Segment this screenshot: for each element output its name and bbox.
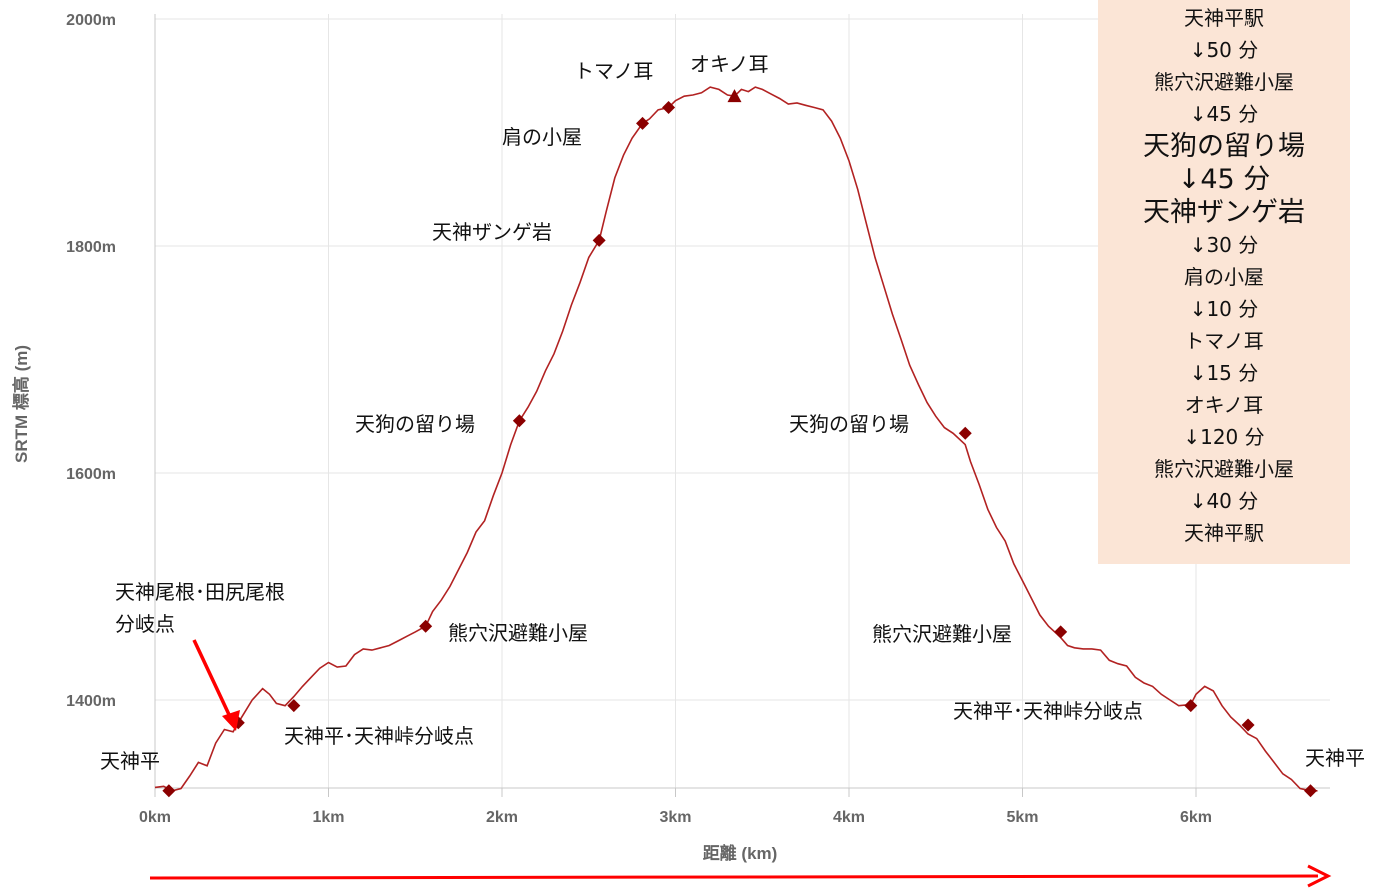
waypoint-label: 天神平･天神峠分岐点 bbox=[953, 699, 1143, 723]
waypoint-diamond-marker bbox=[1184, 699, 1198, 713]
waypoint-diamond-marker bbox=[662, 101, 676, 115]
waypoint-label: 天狗の留り場 bbox=[789, 412, 909, 436]
direction-arrow bbox=[149, 874, 1319, 880]
schedule-line: 天神ザンゲ岩 bbox=[1143, 197, 1305, 228]
waypoint-label: 肩の小屋 bbox=[502, 125, 582, 149]
waypoint-diamond-marker bbox=[1241, 718, 1255, 732]
waypoint-label: トマノ耳 bbox=[574, 59, 653, 83]
annotation-arrows bbox=[149, 639, 1332, 888]
y-axis-title: SRTM 標高 (m) bbox=[11, 345, 31, 463]
waypoint-label-line: 天神尾根･田尻尾根 bbox=[115, 580, 285, 604]
x-tick-label: 6km bbox=[1180, 809, 1212, 826]
route-time-schedule: 天神平駅 ↓50 分熊穴沢避難小屋 ↓45 分天狗の留り場 ↓45 分天神ザンゲ岩 ↓3… bbox=[1098, 0, 1350, 564]
waypoint-label-line: 分岐点 bbox=[115, 612, 175, 636]
schedule-line: ↓45 分 bbox=[1177, 164, 1271, 195]
schedule-line: 天狗の留り場 bbox=[1143, 131, 1305, 162]
schedule-line: 天神平駅 bbox=[1184, 6, 1264, 30]
waypoint-label: 天神平･天神峠分岐点 bbox=[284, 724, 474, 748]
y-tick-label: 2000m bbox=[66, 12, 116, 29]
x-tick-label: 2km bbox=[486, 809, 518, 826]
schedule-line: 肩の小屋 bbox=[1184, 265, 1264, 289]
waypoint-label: 天神ザンゲ岩 bbox=[432, 220, 552, 244]
x-tick-label: 5km bbox=[1006, 809, 1038, 826]
waypoint-diamond-marker bbox=[162, 784, 176, 798]
schedule-line: 天神平駅 bbox=[1184, 521, 1264, 545]
waypoint-diamond-marker bbox=[512, 414, 526, 428]
x-tick-label: 3km bbox=[659, 809, 691, 826]
waypoint-diamond-marker bbox=[958, 426, 972, 440]
schedule-line: ↓30 分 bbox=[1189, 233, 1259, 257]
elevation-profile-line bbox=[154, 86, 1318, 792]
waypoint-diamond-marker bbox=[287, 699, 301, 713]
schedule-line: ↓45 分 bbox=[1189, 102, 1259, 126]
waypoint-diamond-marker bbox=[419, 619, 433, 633]
x-tick-label: 1km bbox=[312, 809, 344, 826]
branch-point-arrow bbox=[192, 639, 234, 722]
x-tick-label: 0km bbox=[139, 809, 171, 826]
schedule-line: ↓40 分 bbox=[1189, 489, 1259, 513]
waypoint-label: 熊穴沢避難小屋 bbox=[448, 621, 588, 645]
branch-point-arrow-head bbox=[222, 710, 240, 731]
schedule-line: オキノ耳 bbox=[1184, 393, 1264, 417]
summit-triangle-marker bbox=[727, 89, 742, 103]
waypoint-diamond-marker bbox=[636, 116, 650, 130]
y-tick-label: 1800m bbox=[66, 239, 116, 256]
direction-arrow-head bbox=[1307, 864, 1332, 888]
waypoint-label: 熊穴沢避難小屋 bbox=[872, 622, 1012, 646]
waypoint-diamond-marker bbox=[1304, 784, 1318, 798]
schedule-line: ↓120 分 bbox=[1183, 425, 1265, 449]
waypoint-label: 天狗の留り場 bbox=[355, 412, 475, 436]
waypoint-diamond-marker bbox=[592, 233, 606, 247]
schedule-line: トマノ耳 bbox=[1184, 329, 1264, 353]
waypoint-label: 天神平 bbox=[100, 749, 160, 773]
waypoint-label: オキノ耳 bbox=[690, 52, 769, 76]
schedule-line: 熊穴沢避難小屋 bbox=[1154, 457, 1294, 481]
waypoint-label: 天神尾根･田尻尾根分岐点 bbox=[115, 580, 285, 636]
y-tick-label: 1400m bbox=[66, 693, 116, 710]
schedule-line: 熊穴沢避難小屋 bbox=[1154, 70, 1294, 94]
schedule-line: ↓15 分 bbox=[1189, 361, 1259, 385]
x-tick-label: 4km bbox=[833, 809, 865, 826]
x-axis-title: 距離 (km) bbox=[703, 843, 778, 863]
waypoint-labels: 天神平天神尾根･田尻尾根分岐点天神平･天神峠分岐点熊穴沢避難小屋天狗の留り場天神… bbox=[100, 52, 1365, 773]
waypoint-markers bbox=[162, 89, 1318, 798]
schedule-line: ↓50 分 bbox=[1189, 38, 1259, 62]
waypoint-diamond-marker bbox=[1054, 625, 1068, 639]
y-tick-label: 1600m bbox=[66, 466, 116, 483]
chart-axes: 0km 1km 2km 3km 4km 5km 6km 1400m 1600m 1800m 2000… bbox=[66, 12, 1330, 826]
schedule-line: ↓10 分 bbox=[1189, 297, 1259, 321]
waypoint-label: 天神平 bbox=[1305, 746, 1365, 770]
